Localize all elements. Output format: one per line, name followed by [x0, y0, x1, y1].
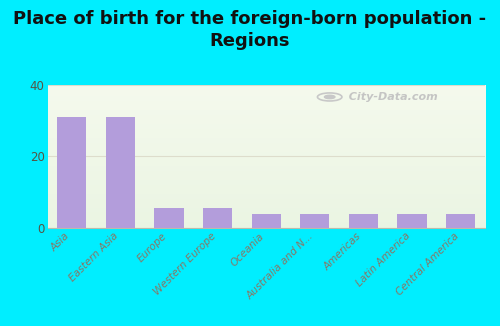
Text: City-Data.com: City-Data.com	[340, 92, 438, 102]
Bar	[398, 214, 426, 228]
Bar	[300, 214, 330, 228]
Bar	[106, 117, 135, 228]
Bar	[154, 209, 184, 228]
Text: Place of birth for the foreign-born population -
Regions: Place of birth for the foreign-born popu…	[14, 10, 486, 50]
Bar	[57, 117, 86, 228]
Bar	[252, 214, 281, 228]
Bar	[203, 209, 232, 228]
Bar	[446, 214, 476, 228]
Bar	[349, 214, 378, 228]
Circle shape	[324, 95, 335, 99]
